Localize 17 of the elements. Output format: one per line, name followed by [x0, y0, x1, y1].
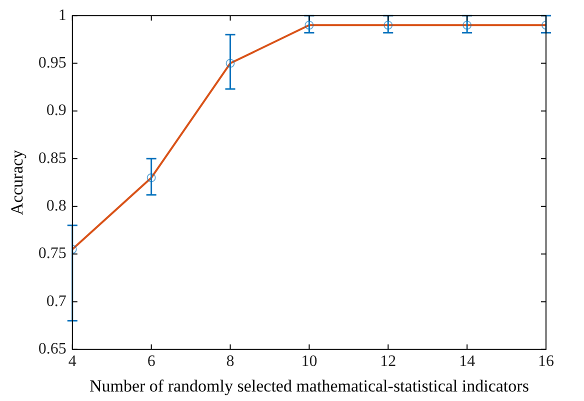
y-tick-label: 0.85: [38, 150, 66, 167]
y-tick-label: 0.9: [46, 102, 66, 120]
x-tick-label: 6: [147, 353, 156, 370]
y-tick-label: 0.8: [46, 198, 66, 215]
y-tick-label: 0.75: [38, 245, 66, 262]
x-tick-label: 16: [538, 353, 554, 370]
y-axis-title: Accuracy: [8, 149, 27, 216]
x-tick-label: 10: [301, 353, 318, 370]
y-tick-label: 1: [58, 6, 66, 24]
x-tick-label: 14: [459, 353, 476, 370]
y-tick-label: 0.65: [38, 340, 66, 358]
x-axis-title: Number of randomly selected mathematical-statistical indicators: [89, 376, 529, 396]
y-tick-label: 0.7: [46, 292, 66, 310]
y-tick-label: 0.95: [38, 54, 66, 72]
x-tick-label: 12: [380, 353, 396, 370]
x-tick-label: 4: [68, 353, 76, 370]
x-tick-label: 8: [226, 353, 234, 370]
